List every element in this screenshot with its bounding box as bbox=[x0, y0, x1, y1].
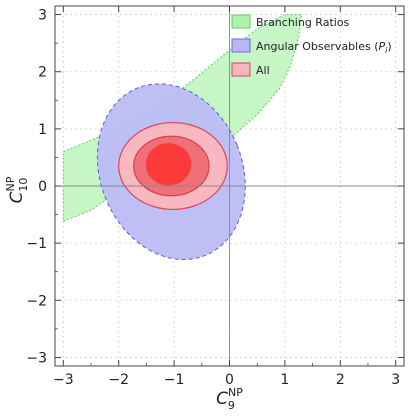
all-region-level-3 bbox=[145, 143, 192, 186]
y-tick-label: −1 bbox=[26, 236, 47, 252]
legend-label: All bbox=[256, 64, 270, 77]
legend-label: Branching Ratios bbox=[256, 16, 350, 29]
x-tick-label: 0 bbox=[225, 372, 234, 388]
x-tick-label: −2 bbox=[108, 372, 129, 388]
y-tick-label: −3 bbox=[26, 350, 47, 366]
tick-labels: −3 −2 −1 0 1 2 3 −3 −2 −1 0 1 2 3 bbox=[26, 8, 400, 388]
x-tick-label: 3 bbox=[391, 372, 400, 388]
legend-label: Angular Observables (Pi) bbox=[256, 40, 392, 55]
x-tick-label: −3 bbox=[53, 372, 74, 388]
x-tick-label: 1 bbox=[280, 372, 289, 388]
tick-marks bbox=[55, 6, 404, 366]
y-tick-label: −2 bbox=[26, 293, 47, 309]
y-tick-label: 2 bbox=[38, 65, 47, 81]
y-tick-label: 1 bbox=[38, 122, 47, 138]
x-axis-label: CNP 9 bbox=[216, 386, 243, 412]
legend: Branching Ratios Angular Observables (Pi)… bbox=[231, 14, 392, 77]
legend-swatch bbox=[231, 14, 251, 29]
y-tick-label: 0 bbox=[38, 179, 47, 195]
axes-zero-lines bbox=[55, 6, 404, 366]
y-tick-label: 3 bbox=[38, 8, 47, 24]
plot-area bbox=[62, 14, 303, 261]
y-axis-label: CNP10 bbox=[4, 176, 30, 203]
x-tick-label: 2 bbox=[336, 372, 345, 388]
legend-swatch bbox=[231, 62, 251, 77]
x-tick-label: −1 bbox=[164, 372, 185, 388]
legend-swatch bbox=[231, 38, 251, 53]
